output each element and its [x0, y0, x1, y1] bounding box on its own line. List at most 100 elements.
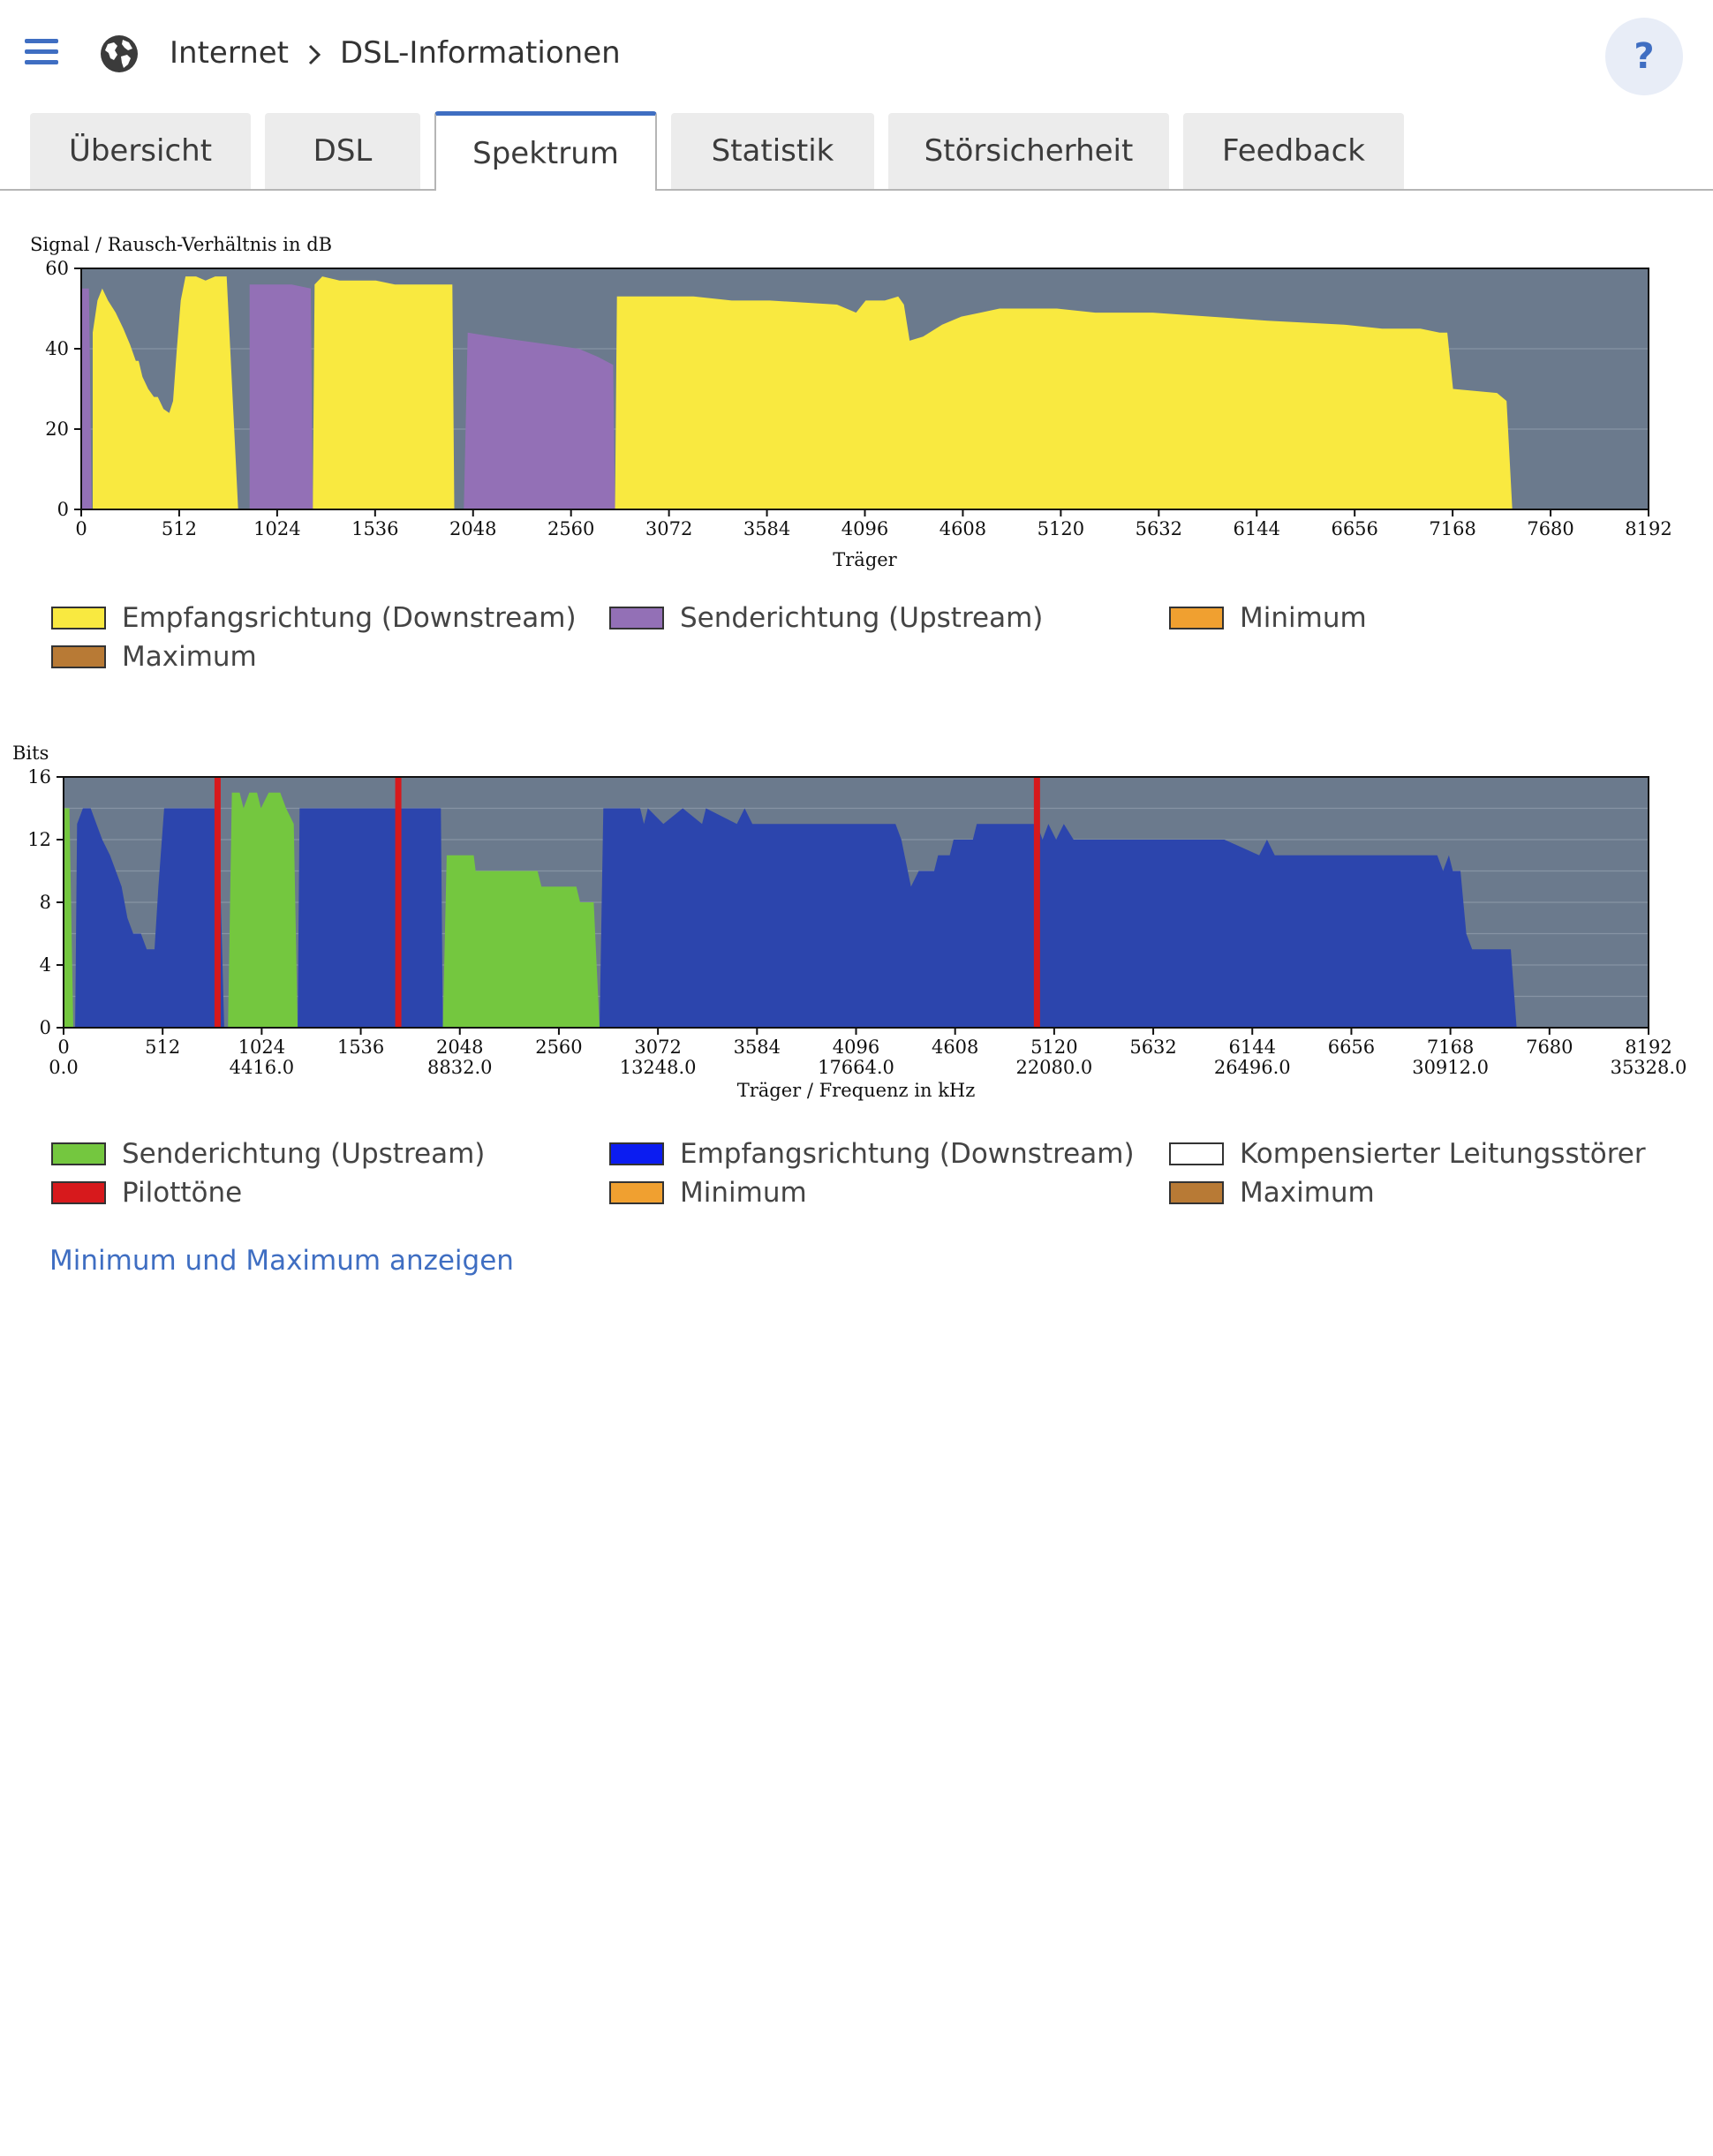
- tab-bar-divider: [0, 189, 1713, 191]
- x-tick-label: 7680: [1527, 518, 1573, 539]
- y-tick-label: 16: [27, 766, 51, 788]
- x-axis-title: Träger: [833, 549, 897, 570]
- legend-item: Senderichtung (Upstream): [51, 1136, 485, 1172]
- x-tick-label: 6656: [1331, 518, 1377, 539]
- tab-stoersicherheit[interactable]: Störsicherheit: [888, 113, 1169, 189]
- legend-label: Maximum: [1240, 1177, 1375, 1209]
- x-tick-label: 8192: [1625, 1037, 1671, 1058]
- legend-swatch: [1169, 1181, 1224, 1204]
- x-tick-khz-label: 13248.0: [620, 1057, 697, 1078]
- legend-item: Pilottöne: [51, 1175, 242, 1210]
- legend-item: Senderichtung (Upstream): [609, 600, 1043, 636]
- legend-label: Empfangsrichtung (Downstream): [680, 1138, 1135, 1170]
- x-tick-label: 3584: [743, 518, 790, 539]
- x-tick-label: 0: [75, 518, 87, 539]
- x-tick-label: 4096: [841, 518, 888, 539]
- legend-label: Empfangsrichtung (Downstream): [122, 602, 577, 634]
- x-tick-label: 7680: [1526, 1037, 1573, 1058]
- series-area: [93, 276, 238, 509]
- legend-label: Pilottöne: [122, 1177, 243, 1209]
- hamburger-menu-icon[interactable]: [25, 39, 58, 67]
- x-tick-khz-label: 0.0: [49, 1057, 78, 1078]
- series-area: [442, 855, 600, 1028]
- y-axis-title: Signal / Rausch-Verhältnis in dB: [30, 234, 332, 255]
- series-area: [81, 288, 92, 509]
- legend-swatch: [1169, 1142, 1224, 1165]
- y-tick-label: 20: [45, 418, 69, 440]
- legend-item: Kompensierter Leitungsstörer: [1169, 1136, 1646, 1172]
- x-tick-label: 5632: [1136, 518, 1182, 539]
- tab-uebersicht[interactable]: Übersicht: [30, 113, 251, 189]
- x-tick-label: 5632: [1129, 1037, 1176, 1058]
- x-tick-label: 1536: [351, 518, 398, 539]
- y-tick-label: 40: [45, 338, 69, 359]
- x-tick-khz-label: 35328.0: [1611, 1057, 1687, 1078]
- legend-swatch: [609, 1142, 664, 1165]
- legend-swatch: [51, 607, 106, 629]
- series-area: [464, 332, 615, 509]
- y-axis-title: Bits: [12, 743, 49, 764]
- x-tick-khz-label: 4416.0: [230, 1057, 294, 1078]
- y-tick-label: 60: [45, 258, 69, 279]
- legend-label: Minimum: [680, 1177, 807, 1209]
- legend-item: Maximum: [51, 639, 257, 675]
- legend-item: Maximum: [1169, 1175, 1375, 1210]
- legend-swatch: [609, 1181, 664, 1204]
- series-area: [298, 808, 443, 1028]
- legend-swatch: [1169, 607, 1224, 629]
- x-tick-label: 1024: [238, 1037, 285, 1058]
- legend-swatch: [51, 1181, 106, 1204]
- x-tick-label: 7168: [1429, 518, 1475, 539]
- series-area: [64, 808, 73, 1028]
- legend-swatch: [51, 1142, 106, 1165]
- x-axis-title: Träger / Frequenz in kHz: [737, 1080, 976, 1101]
- x-tick-label: 6656: [1328, 1037, 1375, 1058]
- tab-statistik[interactable]: Statistik: [671, 113, 874, 189]
- tab-dsl[interactable]: DSL: [265, 113, 420, 189]
- legend-item: Minimum: [1169, 600, 1367, 636]
- series-area: [249, 284, 313, 509]
- series-area: [228, 792, 298, 1028]
- x-tick-label: 2048: [449, 518, 496, 539]
- chevron-right-icon: [308, 44, 321, 65]
- x-tick-label: 3072: [645, 518, 692, 539]
- x-tick-label: 6144: [1229, 1037, 1276, 1058]
- legend-item: Empfangsrichtung (Downstream): [51, 600, 577, 636]
- show-min-max-link[interactable]: Minimum und Maximum anzeigen: [49, 1245, 514, 1277]
- y-tick-label: 0: [57, 499, 69, 520]
- legend-swatch: [51, 645, 106, 668]
- x-tick-label: 6144: [1234, 518, 1280, 539]
- legend-swatch: [609, 607, 664, 629]
- x-tick-label: 2560: [535, 1037, 582, 1058]
- header: Internet DSL-Informationen ?: [0, 0, 1713, 113]
- series-area: [313, 276, 455, 509]
- x-tick-label: 2560: [547, 518, 594, 539]
- x-tick-label: 4608: [940, 518, 986, 539]
- x-tick-label: 512: [145, 1037, 180, 1058]
- x-tick-label: 1024: [253, 518, 300, 539]
- x-tick-khz-label: 17664.0: [818, 1057, 894, 1078]
- legend-label: Maximum: [122, 641, 257, 673]
- y-tick-label: 4: [40, 954, 51, 976]
- x-tick-khz-label: 22080.0: [1015, 1057, 1092, 1078]
- x-tick-label: 0: [57, 1037, 69, 1058]
- tab-feedback[interactable]: Feedback: [1183, 113, 1404, 189]
- help-button[interactable]: ?: [1605, 18, 1683, 95]
- x-tick-label: 2048: [436, 1037, 483, 1058]
- x-tick-label: 1536: [337, 1037, 384, 1058]
- x-tick-khz-label: 8832.0: [427, 1057, 492, 1078]
- y-tick-label: 12: [27, 829, 51, 850]
- page-title: DSL-Informationen: [340, 35, 621, 71]
- legend-item: Minimum: [609, 1175, 807, 1210]
- x-tick-label: 3072: [634, 1037, 681, 1058]
- x-tick-label: 5120: [1030, 1037, 1077, 1058]
- x-tick-khz-label: 30912.0: [1412, 1057, 1489, 1078]
- x-tick-label: 4608: [932, 1037, 978, 1058]
- y-tick-label: 8: [40, 892, 51, 913]
- breadcrumb-internet[interactable]: Internet: [170, 35, 290, 71]
- tab-spektrum[interactable]: Spektrum: [434, 111, 657, 191]
- legend-label: Senderichtung (Upstream): [122, 1138, 486, 1170]
- legend-label: Minimum: [1240, 602, 1367, 634]
- legend-label: Senderichtung (Upstream): [680, 602, 1044, 634]
